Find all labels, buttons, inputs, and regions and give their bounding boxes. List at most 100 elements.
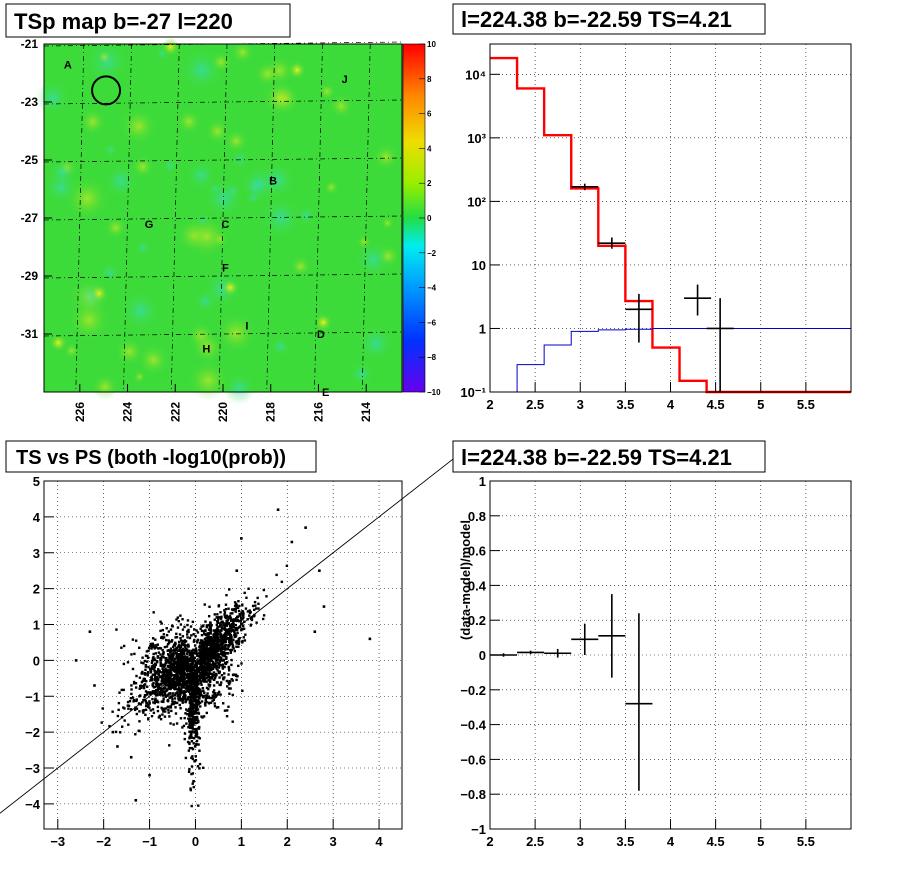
scatter-point — [191, 755, 194, 758]
scatter-point — [183, 732, 187, 735]
residual-y-tick-label: 0.6 — [468, 544, 486, 559]
scatter-point — [191, 713, 195, 716]
scatter-point — [212, 690, 215, 694]
scatter-point — [192, 681, 195, 685]
scatter-y-tick-label: 4 — [33, 510, 41, 525]
scatter-point — [188, 664, 191, 668]
tsmap-title-box — [5, 3, 291, 38]
scatter-point — [192, 708, 195, 711]
scatter-point — [183, 640, 186, 644]
scatter-point — [118, 731, 122, 734]
map-grid-meridian — [266, 43, 276, 393]
scatter-point — [142, 686, 146, 690]
scatter-point — [190, 726, 194, 730]
scatter-point — [206, 653, 209, 656]
scatter-point — [187, 660, 190, 663]
scatter-point — [211, 643, 214, 647]
spectrum-y-tick-label: 10⁻¹ — [460, 385, 486, 400]
scatter-point — [118, 691, 121, 694]
scatter-point — [231, 645, 235, 649]
scatter-point — [226, 685, 229, 688]
scatter-point — [140, 680, 144, 684]
scatter-point — [202, 689, 205, 693]
scatter-point — [227, 617, 231, 620]
scatter-point — [184, 640, 188, 643]
scatter-point — [181, 675, 184, 678]
scatter-point — [228, 679, 231, 683]
scatter-point — [183, 655, 187, 658]
scatter-point — [164, 684, 167, 687]
scatter-point — [225, 715, 229, 718]
scatter-point — [167, 660, 170, 663]
scatter-point — [173, 682, 176, 686]
scatter-point — [209, 651, 212, 655]
scatter-point — [227, 645, 230, 648]
scatter-point — [188, 723, 191, 727]
scatter-point — [144, 704, 148, 708]
scatter-point — [179, 614, 182, 617]
scatter-point — [222, 659, 225, 662]
spectrum-title: l=224.38 b=-22.59 TS=4.21 — [461, 7, 732, 32]
scatter-point — [156, 669, 160, 673]
scatter-point — [163, 686, 166, 689]
scatter-point — [184, 647, 188, 650]
scatter-outlier-point — [318, 569, 321, 572]
scatter-point — [146, 691, 149, 694]
scatter-point — [209, 625, 212, 629]
scatter-point — [224, 638, 227, 641]
scatter-point — [210, 659, 213, 663]
scatter-point — [212, 698, 216, 701]
scatter-point — [239, 619, 242, 622]
scatter-point — [197, 687, 200, 690]
scatter-point — [208, 679, 211, 683]
scatter-point — [220, 656, 223, 660]
scatter-point — [132, 680, 136, 684]
scatter-point — [192, 785, 195, 789]
scatter-point — [159, 690, 163, 693]
scatter-point — [202, 665, 206, 668]
scatter-point — [221, 643, 224, 647]
scatter-point — [141, 679, 145, 683]
scatter-point — [217, 662, 220, 666]
scatter-point — [238, 620, 241, 623]
scatter-point — [183, 625, 186, 629]
scatter-point — [174, 666, 178, 669]
scatter-point — [144, 663, 148, 667]
scatter-point — [205, 626, 208, 629]
scatter-point — [223, 709, 227, 712]
scatter-point — [233, 649, 236, 653]
scatter-point — [219, 623, 222, 627]
scatter-point — [195, 649, 198, 652]
scatter-point — [164, 670, 168, 674]
scatter-point — [168, 744, 171, 747]
residual-x-tick-label: 5.5 — [797, 834, 815, 849]
scatter-point — [225, 619, 228, 623]
scatter-point — [120, 715, 124, 719]
scatter-point — [222, 621, 225, 625]
scatter-point — [174, 642, 177, 645]
scatter-point — [122, 706, 125, 709]
scatter-outlier-point — [304, 526, 307, 529]
scatter-point — [217, 646, 220, 649]
scatter-point — [214, 652, 217, 655]
scatter-x-tick-label: −2 — [96, 834, 111, 849]
scatter-point — [197, 683, 200, 686]
map-blotch — [263, 80, 297, 115]
scatter-point — [173, 670, 177, 673]
scatter-point — [123, 719, 126, 722]
scatter-point — [180, 683, 183, 686]
scatter-point — [227, 665, 230, 669]
scatter-point — [195, 739, 199, 743]
scatter-point — [209, 696, 212, 700]
scatter-point — [226, 652, 230, 655]
scatter-point — [155, 681, 159, 684]
scatter-point — [235, 605, 238, 609]
scatter-point — [160, 622, 163, 625]
scatter-point — [160, 693, 163, 696]
scatter-point — [215, 644, 219, 648]
scatter-point — [195, 707, 198, 711]
scatter-point — [194, 682, 198, 685]
scatter-point — [185, 722, 188, 725]
scatter-point — [199, 668, 202, 671]
scatter-point — [144, 708, 148, 711]
